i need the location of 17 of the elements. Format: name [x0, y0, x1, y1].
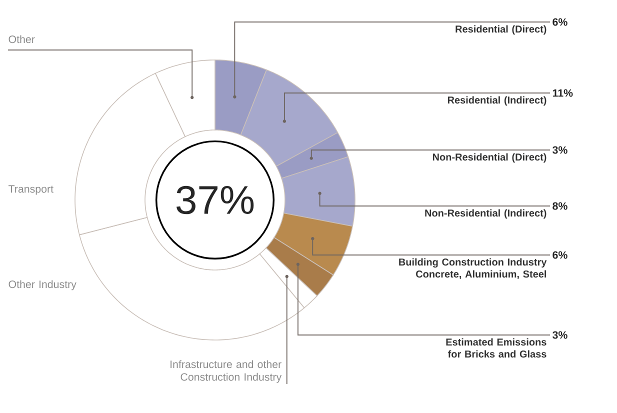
- data-label: 6%: [552, 18, 568, 26]
- slice-label: Non-Residential (Direct): [432, 153, 546, 163]
- slice-label: Transport: [8, 185, 54, 195]
- slice-label: Building Construction Industry Concrete, Aluminium, Steel: [399, 258, 547, 280]
- slice-label: Residential (Indirect): [448, 96, 546, 106]
- data-label: 3%: [552, 146, 568, 154]
- data-label: 11%: [552, 89, 573, 97]
- slice-label: Non-Residential (Indirect): [425, 209, 546, 219]
- data-label: 8%: [552, 202, 568, 210]
- data-label: 3%: [552, 331, 568, 339]
- slice-label: Other Industry: [8, 280, 76, 290]
- slice-label: Residential (Direct): [456, 25, 546, 35]
- slice-label: Infrastructure and other Construction Industry: [170, 360, 282, 383]
- slice-label: Other: [8, 35, 35, 44]
- slice-label: Estimated Emissions for Bricks and Glass: [446, 338, 546, 358]
- data-label: 6%: [552, 251, 568, 259]
- text: 37%: [176, 186, 254, 214]
